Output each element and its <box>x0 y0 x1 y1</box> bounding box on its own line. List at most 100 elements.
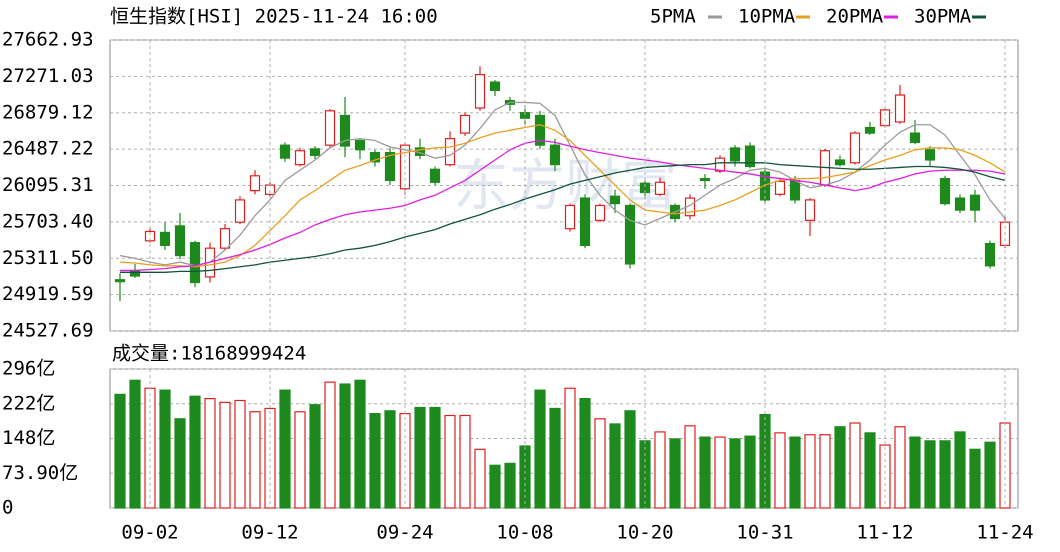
volume-bar <box>579 397 591 509</box>
y-tick-label: 26487.22 <box>2 138 94 160</box>
volume-bar <box>969 448 981 509</box>
ma-line <box>120 162 1006 273</box>
y-tick-label: 24919.59 <box>2 283 94 305</box>
y-tick-label: 148亿 <box>2 427 55 449</box>
candle-body <box>594 204 606 221</box>
ma-line <box>119 101 1006 267</box>
y-tick-label: 296亿 <box>2 358 55 380</box>
candle-body <box>894 94 906 123</box>
candle-body <box>309 148 321 156</box>
legend-label: 10PMA <box>738 6 796 28</box>
candle-body <box>954 197 966 211</box>
volume-title: 成交量:18168999424 <box>112 343 306 365</box>
volume-bar <box>474 448 486 509</box>
candle-body <box>849 132 861 164</box>
y-tick-label: 25703.40 <box>2 210 94 232</box>
y-tick-label: 73.90亿 <box>2 462 78 484</box>
volume-bar <box>459 414 471 509</box>
y-tick-label: 27662.93 <box>2 29 94 51</box>
volume-bar <box>774 432 786 509</box>
candle-body <box>654 181 666 195</box>
volume-bar <box>324 381 336 509</box>
volume-bar <box>114 393 126 509</box>
volume-bar <box>279 389 291 509</box>
volume-bar <box>294 411 306 509</box>
candle-body <box>579 197 591 246</box>
y-tick-label: 25311.50 <box>2 247 94 269</box>
volume-bar <box>429 406 441 509</box>
volume-bar <box>249 411 261 509</box>
candle-body <box>744 145 756 168</box>
candle-body <box>714 157 726 172</box>
y-tick-label: 27271.03 <box>2 65 94 87</box>
x-tick-label: 10-20 <box>616 522 673 544</box>
candle-body <box>249 175 261 192</box>
candle-body <box>369 151 381 163</box>
candle-body <box>939 177 951 205</box>
candle-body <box>339 114 351 147</box>
volume-bar <box>819 434 831 509</box>
volume-bar <box>414 406 426 509</box>
ma-line <box>120 139 1006 272</box>
y-tick-label: 26095.31 <box>2 174 94 196</box>
ma-line <box>119 124 1006 268</box>
candle-body <box>189 242 201 284</box>
volume-bar <box>789 436 801 509</box>
volume-bar <box>549 407 561 509</box>
candle-body <box>729 147 741 162</box>
candle-body <box>489 81 501 91</box>
volume-bar <box>714 436 726 509</box>
volume-bar <box>339 383 351 509</box>
candle-body <box>564 204 576 230</box>
x-tick-label: 10-31 <box>736 522 793 544</box>
candle-body <box>864 126 876 134</box>
candle-body <box>159 231 171 246</box>
volume-bar <box>309 404 321 509</box>
volume-bar <box>894 426 906 509</box>
legend-label: 30PMA <box>914 6 972 28</box>
volume-bar <box>159 389 171 509</box>
volume-bar <box>504 462 516 509</box>
volume-bar <box>219 401 231 509</box>
candle-body <box>279 144 291 159</box>
volume-bar <box>234 399 246 509</box>
volume-bar <box>594 418 606 509</box>
volume-bar <box>909 436 921 509</box>
candle-body <box>534 114 546 146</box>
candle-body <box>219 228 231 249</box>
x-tick-label: 09-24 <box>376 522 433 544</box>
volume-bar <box>864 432 876 509</box>
x-tick-label: 09-02 <box>121 522 178 544</box>
candle-body <box>234 199 246 223</box>
candle-body <box>354 139 366 151</box>
candle-body <box>384 151 396 182</box>
y-tick-label: 26879.12 <box>2 101 94 123</box>
candle-body <box>174 225 186 257</box>
x-tick-label: 10-08 <box>496 522 553 544</box>
candle-body <box>789 179 801 201</box>
candle-body <box>114 279 126 283</box>
y-tick-label: 24527.69 <box>2 320 94 342</box>
candle-body <box>474 74 486 109</box>
candle-body <box>549 144 561 166</box>
y-tick-label: 0 <box>2 497 13 519</box>
volume-bar <box>174 418 186 509</box>
x-tick-label: 09-12 <box>241 522 298 544</box>
candle-body <box>699 177 711 182</box>
volume-bar <box>204 397 216 509</box>
candle-body <box>834 159 846 166</box>
volume-bar <box>849 422 861 509</box>
candle-body <box>924 149 936 161</box>
volume-bar <box>654 431 666 509</box>
candle-body <box>909 132 921 143</box>
volume-bar <box>129 379 141 509</box>
volume-bar <box>744 435 756 509</box>
candle-body <box>804 199 816 221</box>
volume-bar <box>369 413 381 509</box>
volume-bar <box>834 426 846 509</box>
volume-bar <box>609 423 621 509</box>
legend-label: 5PMA <box>650 6 696 28</box>
volume-bar <box>444 414 456 509</box>
candle-body <box>609 195 621 205</box>
volume-bar <box>804 434 816 509</box>
